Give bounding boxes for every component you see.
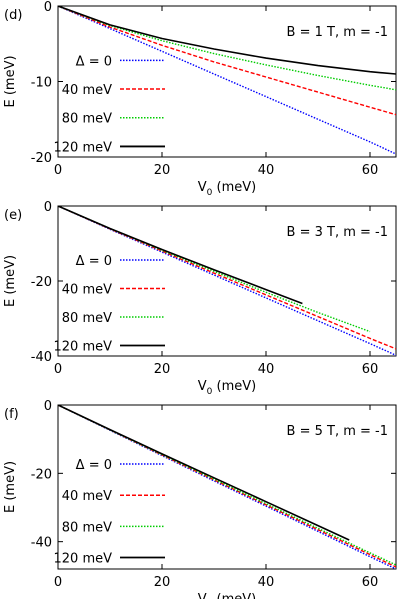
panel-label: (e) [4,208,22,223]
y-tick-label: 0 [44,399,52,414]
legend-label: 120 meV [54,552,113,567]
y-axis-label: E (meV) [3,255,18,307]
panels-group: 0 20 40 600-10-20(d)E (meV)V0 (meV)B = 1 T,… [3,0,397,599]
legend-label: 80 meV [62,311,112,326]
x-axis-label-main: V [198,592,207,599]
legend-label: 120 meV [54,340,113,355]
x-tick-label: 0 [54,163,62,178]
x-tick-label: 40 [258,163,275,178]
y-tick-label: -20 [31,467,52,482]
legend-label: Δ = 0 [76,254,112,269]
y-axis-label: E (meV) [3,55,18,107]
x-tick-label: 0 [54,362,62,377]
x-axis-label-unit: (meV) [212,379,256,394]
legend-label: Δ = 0 [76,54,112,69]
y-tick-label: -20 [31,151,52,166]
x-tick-label: 60 [362,575,379,590]
plot-frame [57,404,397,570]
x-axis-label: V0 (meV) [198,180,256,198]
x-axis-label: V0 (meV) [198,592,256,599]
series-line-4 [58,206,303,305]
legend-label: 120 meV [54,140,113,155]
x-axis-label-subscript: 0 [207,387,213,397]
panel-annotation: B = 1 T, m = -1 [287,25,388,40]
x-tick-label: 20 [154,362,171,377]
series-line-3 [58,206,371,333]
legend-label: 80 meV [62,112,112,127]
x-tick-label: 40 [258,575,275,590]
legend-label: 40 meV [62,283,112,298]
x-tick-label: 60 [362,163,379,178]
panel-label: (d) [4,8,22,23]
panel-1: 0 20 40 600-10-20(d)E (meV)V0 (meV)B = 1 T,… [3,0,397,198]
y-tick-label: 0 [44,0,52,15]
x-axis-label: V0 (meV) [198,379,256,397]
x-axis-label-subscript: 0 [207,188,213,198]
y-tick-label: -40 [31,536,52,551]
x-tick-label: 20 [154,163,171,178]
x-tick-label: 40 [258,362,275,377]
x-axis-label-unit: (meV) [212,592,256,599]
legend-label: 40 meV [62,489,112,504]
legend-label: 40 meV [62,83,112,98]
series-line-1 [58,6,396,155]
y-tick-label: -20 [31,275,52,290]
x-axis-label-main: V [198,180,207,195]
panel-annotation: B = 3 T, m = -1 [287,225,388,240]
panel-2: 0 20 40 600-20-40(e)E (meV)V0 (meV)B = 3 T,… [3,200,397,397]
legend-label: 80 meV [62,520,112,535]
x-axis-label-unit: (meV) [212,180,256,195]
x-tick-label: 0 [54,575,62,590]
x-axis-label-main: V [198,379,207,394]
panel-label: (f) [4,407,19,422]
x-tick-label: 20 [154,575,171,590]
series-line-4 [58,6,396,75]
y-tick-label: -40 [31,350,52,365]
series-line-3 [58,6,396,91]
y-axis-label: E (meV) [3,461,18,513]
series-line-4 [58,405,350,541]
series-line-2 [58,6,396,116]
x-tick-label: 60 [362,362,379,377]
panel-3: 0 20 40 60 0 -20 -40 (f) E (meV) V0 (meV) B = 5 T,… [3,399,397,599]
y-tick-label: -10 [31,76,52,91]
y-tick-label: 0 [44,200,52,215]
legend-label: Δ = 0 [76,458,112,473]
panel-annotation: B = 5 T, m = -1 [287,424,388,439]
